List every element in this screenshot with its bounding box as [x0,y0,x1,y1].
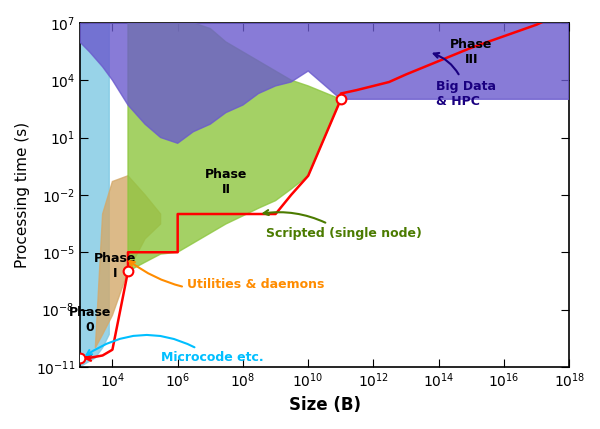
X-axis label: Size (B): Size (B) [289,396,361,414]
Text: Phase
I: Phase I [94,252,136,280]
Y-axis label: Processing time (s): Processing time (s) [15,122,30,268]
Polygon shape [80,23,569,143]
Text: Phase
0: Phase 0 [68,305,111,334]
Text: Phase
III: Phase III [450,38,493,66]
Polygon shape [95,176,161,348]
Text: Microcode etc.: Microcode etc. [86,335,263,364]
Text: Scripted (single node): Scripted (single node) [263,210,422,240]
Text: Big Data
& HPC: Big Data & HPC [434,53,496,108]
Text: Phase
II: Phase II [205,168,247,196]
Polygon shape [128,23,341,272]
Polygon shape [80,23,109,367]
Text: Utilities & daemons: Utilities & daemons [130,261,325,291]
